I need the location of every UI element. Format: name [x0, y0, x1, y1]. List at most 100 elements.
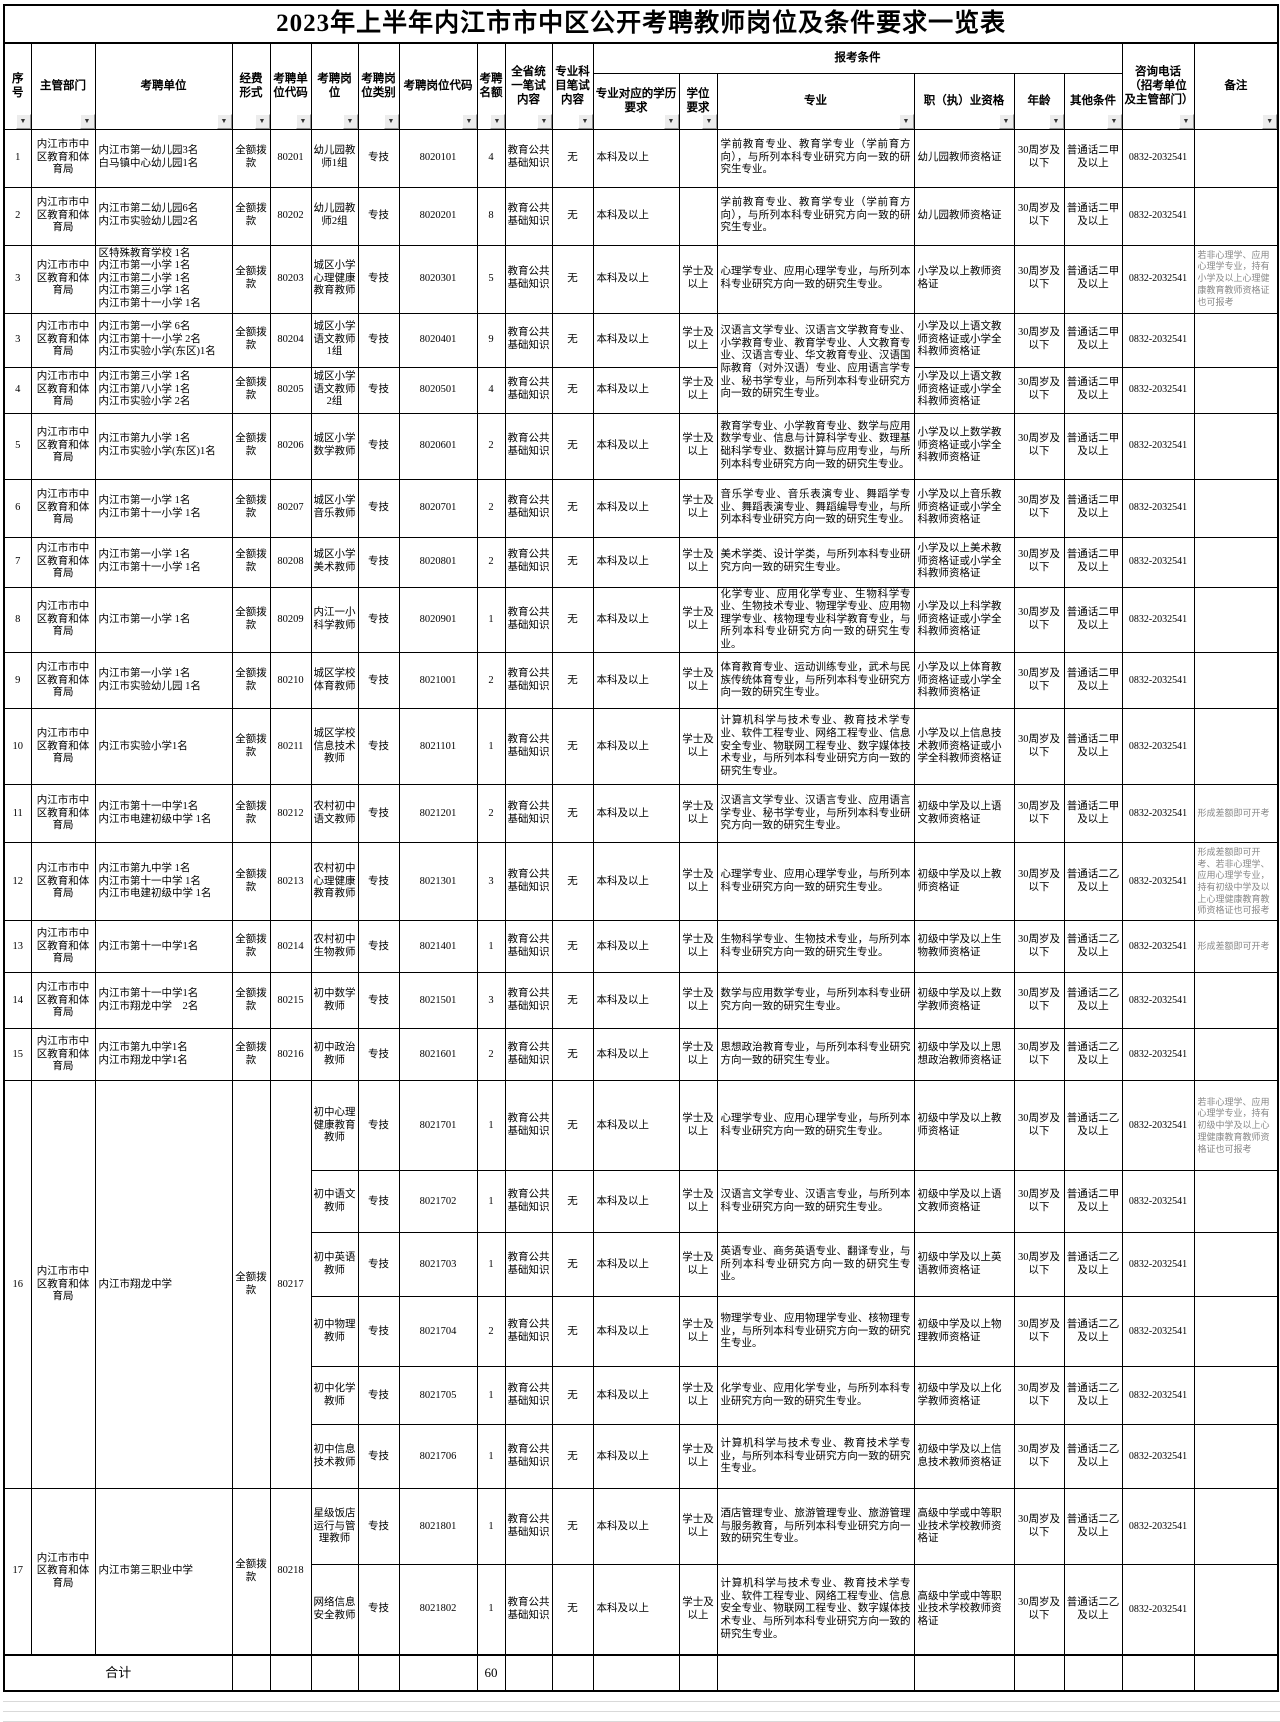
cell-quota: 1: [476, 1366, 506, 1426]
cell-subject-exam: 无: [551, 1366, 594, 1426]
cell-seq: 5: [3, 412, 32, 480]
cell-unit-code: 80202: [269, 186, 312, 246]
cell-post-cat: 专技: [357, 366, 400, 414]
cell-remark: [1193, 1028, 1279, 1082]
cell-edu: 本科及以上: [592, 412, 680, 480]
cell-major: 心理学专业、应用心理学专业，与所列本科专业研究方向一致的研究生专业。: [716, 244, 915, 314]
table-row: 4 内江市市中区教育和体育局 内江市第三小学 1名 内江市第八小学 1名 内江市实验…: [3, 366, 1279, 414]
table-row: 网络信息安全教师 专技 8021802 1 教育公共基础知识无本科及以上 学士及以上 计算机…: [4, 1564, 1279, 1656]
cell-other: 普通话二乙及以上: [1063, 1564, 1123, 1656]
cell-quota: 1: [476, 1488, 506, 1566]
cell-post-cat: [357, 1653, 400, 1692]
cell-subject-exam: 无: [551, 1028, 594, 1082]
cell-quota: 1: [476, 1232, 506, 1298]
cell-fund: 全额拨款: [231, 652, 271, 710]
filter-button[interactable]: ▼: [79, 113, 94, 128]
cell-dept: 内江市市中区教育和体育局: [30, 842, 96, 922]
cell-dept: 内江市市中区教育和体育局: [30, 128, 96, 188]
cell-edu: 本科及以上: [592, 920, 680, 974]
cell-age: 30周岁及以下: [1013, 1424, 1065, 1490]
cell-age: 30周岁及以下: [1013, 972, 1065, 1030]
cell-quota: 3: [476, 842, 506, 922]
filter-button[interactable]: ▼: [701, 113, 716, 128]
cell-phone: 0832-2032541: [1121, 128, 1195, 188]
cell-unit: 内江市第九中学1名 内江市翔龙中学1名: [94, 1028, 233, 1082]
cell-post-code: 8021801: [398, 1488, 478, 1566]
cell-post: 农村初中心理健康教育教师: [310, 842, 359, 922]
filter-button[interactable]: ▼: [342, 113, 357, 128]
filter-button[interactable]: ▼: [1178, 113, 1193, 128]
cell-qual: 初级中学及以上数学教师资格证: [913, 972, 1015, 1030]
filter-button[interactable]: ▼: [898, 113, 913, 128]
cell-age: 30周岁及以下: [1013, 586, 1065, 654]
cell-qual: 初级中学及以上语文教师资格证: [913, 784, 1015, 844]
cell-post-cat: 专技: [357, 1170, 400, 1234]
cell-degree: 学士及以上: [678, 1564, 718, 1656]
col-header-phone: 咨询电话（招考单位及主管部门） ▼: [1121, 42, 1195, 130]
cell-phone: 0832-2032541: [1121, 536, 1195, 588]
cell-edu: 本科及以上: [592, 1424, 680, 1490]
cell-phone: 0832-2032541: [1121, 1170, 1195, 1234]
filter-arrow-icon: ▼: [1182, 116, 1190, 125]
table-row: 7 内江市市中区教育和体育局 内江市第一小学 1名 内江市第十一小学 1名 全额拨款 8…: [3, 536, 1279, 588]
cell-exam: 教育公共基础知识: [504, 972, 553, 1030]
cell-quota: 1: [476, 1170, 506, 1234]
col-header-qual: 职（执）业资格 ▼: [913, 72, 1015, 130]
cell-degree: 学士及以上: [678, 478, 718, 538]
filter-button[interactable]: ▼: [1106, 113, 1121, 128]
cell-quota: 5: [476, 244, 506, 314]
cell-degree: [678, 186, 718, 246]
cell-age: 30周岁及以下: [1013, 312, 1065, 368]
cell-post-cat: 专技: [357, 312, 400, 368]
cell-subject-exam: 无: [551, 1232, 594, 1298]
cell-phone: 0832-2032541: [1121, 1424, 1195, 1490]
cell-age: 30周岁及以下: [1013, 412, 1065, 480]
cell-seq: 4: [3, 366, 32, 414]
cell-dept: 内江市市中区教育和体育局: [30, 1488, 96, 1656]
filter-button[interactable]: ▼: [15, 113, 30, 128]
cell-unit: 内江市第二幼儿园6名 内江市实验幼儿园2名: [94, 186, 233, 246]
cell-quota: 8: [476, 186, 506, 246]
cell-degree: 学士及以上: [678, 1296, 718, 1368]
cell-unit-code: 80207: [269, 478, 312, 538]
cell-post-code: 8021703: [398, 1232, 478, 1298]
cell-unit: 内江市第一小学 1名 内江市第十一小学 1名: [94, 478, 233, 538]
cell-other: 普通话二甲及以上: [1063, 708, 1123, 786]
filter-button[interactable]: ▼: [216, 113, 231, 128]
cell-post-code: 8020801: [398, 536, 478, 588]
cell-edu: 本科及以上: [592, 128, 680, 188]
cell-remark: 形成差额即可开考: [1193, 920, 1279, 974]
cell-degree: 学士及以上: [678, 1366, 718, 1426]
cell-qual: [913, 1653, 1015, 1692]
cell-dept: 内江市市中区教育和体育局: [30, 478, 96, 538]
filter-arrow-icon: ▼: [1266, 116, 1274, 125]
table-row: 初中物理教师 专技 8021704 2 教育公共基础知识无本科及以上 学士及以上 物理学专业…: [4, 1296, 1279, 1368]
cell-fund: 全额拨款: [231, 366, 271, 414]
cell-remark: [1193, 478, 1279, 538]
filter-button[interactable]: ▼: [461, 113, 476, 128]
cell-remark: [1193, 536, 1279, 588]
cell-post-cat: 专技: [357, 920, 400, 974]
filter-button[interactable]: ▼: [295, 113, 310, 128]
cell-post: 初中英语教师: [310, 1232, 359, 1298]
table-row: 初中语文教师 专技 8021702 1 教育公共基础知识无本科及以上 学士及以上 汉语言文学…: [4, 1170, 1279, 1234]
filter-button[interactable]: ▼: [254, 113, 269, 128]
cell-fund: 全额拨款: [231, 784, 271, 844]
filter-button[interactable]: ▼: [1048, 113, 1063, 128]
cell-remark: [1193, 186, 1279, 246]
filter-button[interactable]: ▼: [489, 113, 504, 128]
filter-button[interactable]: ▼: [998, 113, 1013, 128]
filter-button[interactable]: ▼: [577, 113, 592, 128]
cell-remark: [1193, 1424, 1279, 1490]
cell-post: 幼儿园教师2组: [310, 186, 359, 246]
cell-post: 城区小学数学教师: [310, 412, 359, 480]
cell-post-cat: 专技: [357, 842, 400, 922]
col-header-edu: 专业对应的学历要求 ▼: [592, 72, 680, 130]
cell-age: 30周岁及以下: [1013, 1080, 1065, 1172]
filter-button[interactable]: ▼: [536, 113, 551, 128]
filter-button[interactable]: ▼: [383, 113, 398, 128]
filter-button[interactable]: ▼: [663, 113, 678, 128]
filter-button[interactable]: ▼: [1262, 113, 1278, 128]
cell-remark: [1193, 1653, 1279, 1692]
cell-quota: 2: [476, 652, 506, 710]
